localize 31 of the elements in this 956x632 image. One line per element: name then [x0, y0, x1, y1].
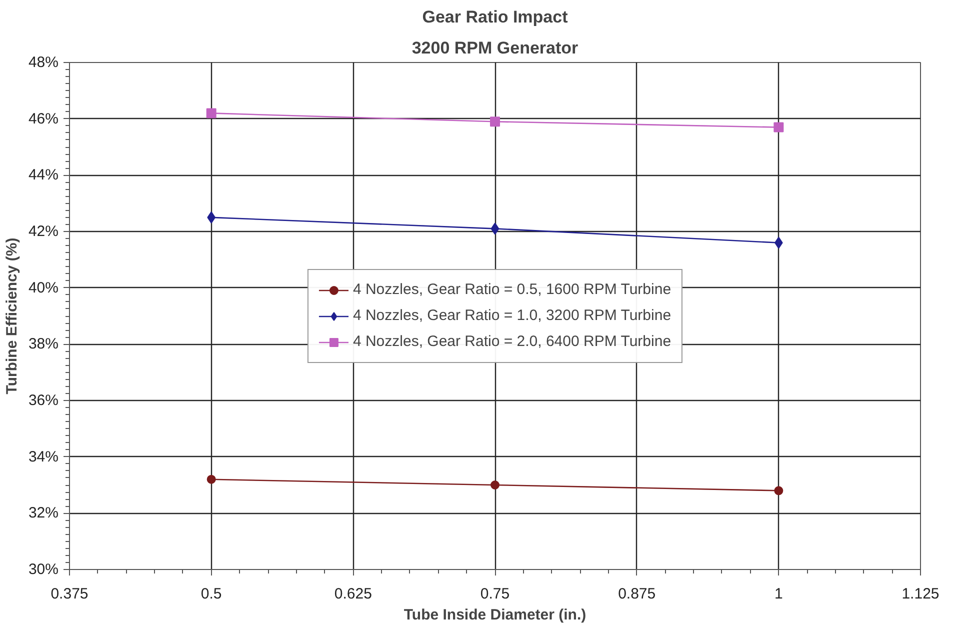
point: [490, 116, 500, 127]
x-tick-label: 0.875: [618, 586, 656, 602]
y-tick-label: 34%: [28, 448, 59, 466]
y-tick-label: 44%: [28, 166, 59, 184]
point: [206, 474, 216, 484]
legend-label: 4 Nozzles, Gear Ratio = 0.5, 1600 RPM Turbine: [352, 281, 672, 298]
point: [774, 122, 784, 132]
y-tick-label: 48%: [28, 54, 59, 71]
y-tick-label: 46%: [28, 110, 59, 128]
y-tick-label: 30%: [28, 561, 59, 578]
y-axis-title: Turbine Efficiency (%): [3, 238, 20, 394]
legend-label: 4 Nozzles, Gear Ratio = 1.0, 3200 RPM Turbine: [352, 307, 672, 324]
x-tick-label: 1.125: [902, 586, 940, 602]
point: [490, 480, 500, 490]
chart-subtitle: 3200 RPM Generator: [412, 38, 579, 58]
point: [490, 222, 500, 235]
x-tick-label: 0.375: [50, 586, 88, 602]
x-tick-label: 1: [774, 586, 783, 602]
y-tick-label: 40%: [28, 279, 59, 296]
x-axis-title: Tube Inside Diameter (in.): [404, 606, 586, 624]
legend-label: 4 Nozzles, Gear Ratio = 2.0, 6400 RPM Turbine: [352, 333, 672, 350]
x-tick-label: 0.75: [480, 586, 510, 602]
chart-title: Gear Ratio Impact: [422, 8, 568, 26]
y-tick-label: 32%: [28, 504, 59, 522]
y-tick-label: 36%: [28, 392, 59, 409]
point: [774, 486, 784, 496]
y-tick-label: 42%: [28, 223, 59, 240]
x-tick-label: 0.5: [200, 586, 222, 602]
y-tick-label: 38%: [28, 336, 59, 353]
x-tick-label: 0.625: [334, 586, 372, 602]
point: [206, 108, 216, 118]
